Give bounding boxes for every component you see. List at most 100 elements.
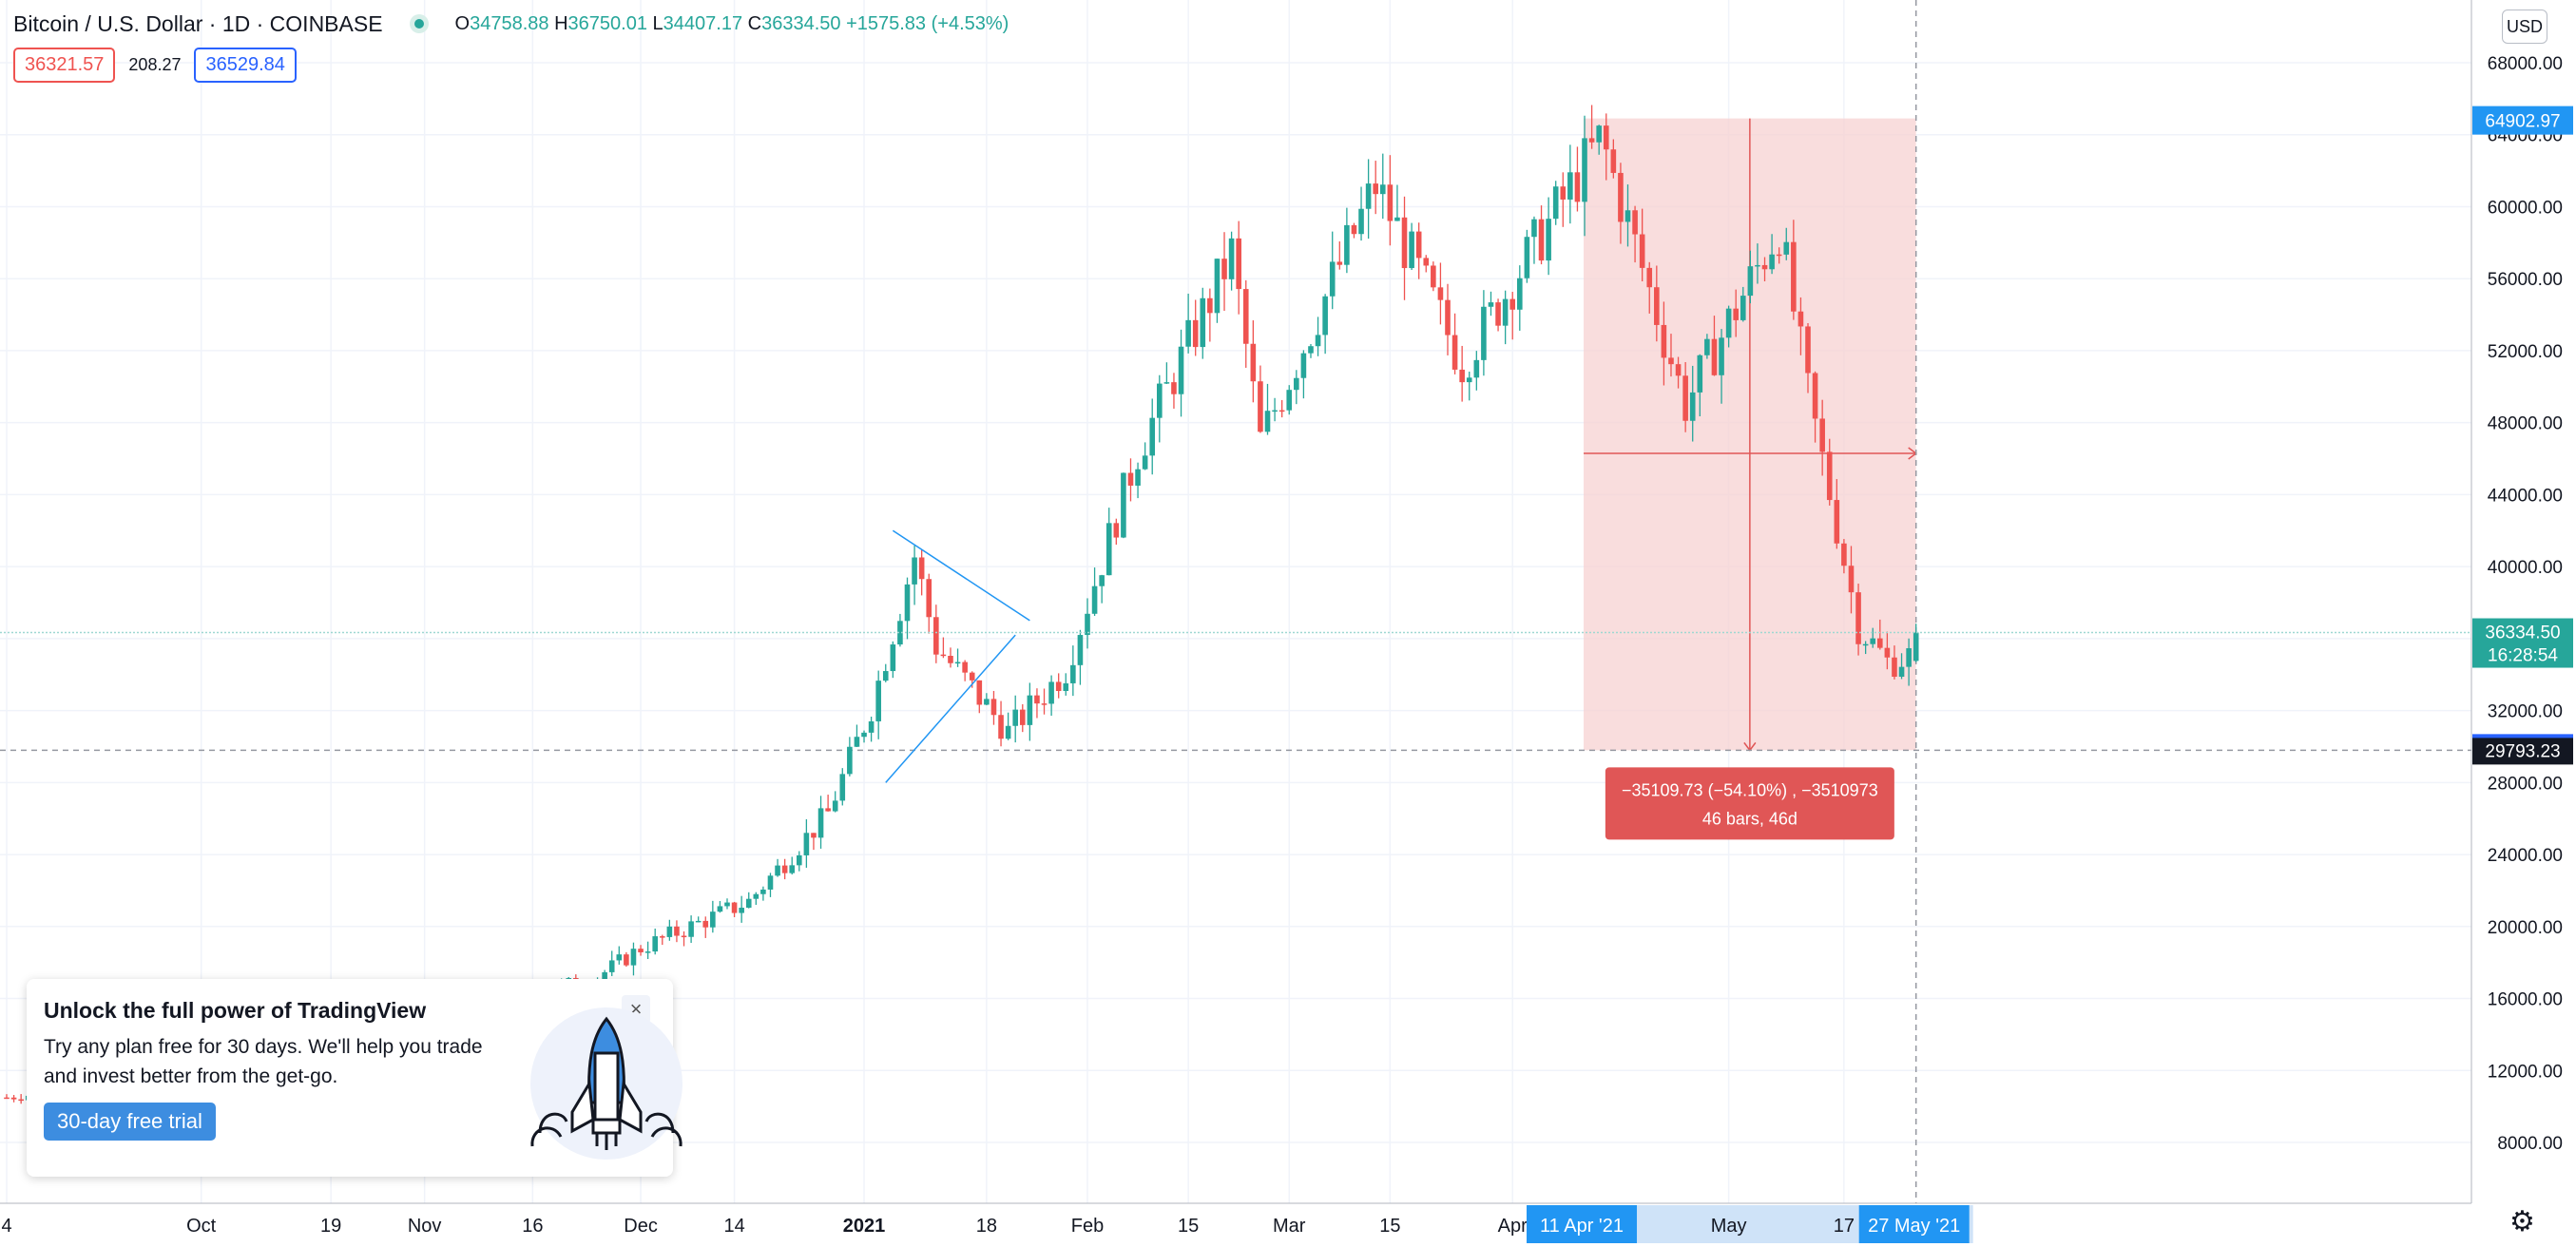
live-dot-icon <box>409 14 429 33</box>
candle <box>1719 329 1724 404</box>
time-tick-label: Dec <box>624 1216 658 1237</box>
candle <box>1077 629 1084 685</box>
candle <box>1387 155 1394 246</box>
candle <box>1113 518 1120 546</box>
candle <box>1300 350 1307 399</box>
candle <box>948 647 953 668</box>
triangle-upper-line[interactable] <box>892 529 1030 622</box>
candle <box>1697 354 1703 417</box>
candle <box>1797 297 1804 355</box>
candle <box>644 941 651 959</box>
candle <box>4 1094 10 1100</box>
time-tick-label: May <box>1711 1216 1747 1237</box>
candle <box>1445 283 1451 355</box>
measure-bars-text: 46 bars, 46d <box>1702 809 1797 828</box>
time-tick-label: 16 <box>522 1216 543 1237</box>
candle <box>1552 181 1559 225</box>
candle <box>1149 398 1156 475</box>
triangle-lower-line[interactable] <box>885 634 1016 783</box>
price-tick-label: 16000.00 <box>2488 990 2563 1010</box>
price-tick-label: 20000.00 <box>2488 918 2563 938</box>
sell-button[interactable]: 36321.57 <box>13 48 116 83</box>
candle <box>1689 365 1696 442</box>
candle <box>1819 399 1825 476</box>
candle <box>854 724 860 747</box>
candle <box>1431 261 1436 292</box>
candle <box>1019 703 1026 733</box>
candle <box>1805 322 1811 393</box>
candle <box>1596 125 1602 155</box>
candle <box>1740 286 1746 322</box>
candle <box>1892 645 1897 680</box>
candle <box>1048 675 1054 717</box>
candle <box>1524 229 1530 283</box>
candle <box>1624 184 1631 247</box>
candle <box>1099 574 1105 604</box>
candle <box>1582 115 1587 237</box>
candle <box>745 892 752 909</box>
candle <box>1336 240 1343 270</box>
time-tick-label: Oct <box>186 1216 217 1237</box>
candle <box>1755 243 1760 284</box>
candle <box>1294 370 1299 405</box>
spread-value: 208.27 <box>128 55 182 74</box>
candle <box>1761 257 1768 282</box>
buy-button[interactable]: 36529.84 <box>194 48 297 83</box>
candle <box>659 934 665 946</box>
candle <box>1157 374 1163 443</box>
candle <box>1034 688 1040 719</box>
change-value: +1575.83 (+4.53%) <box>846 12 1009 34</box>
candle <box>681 930 687 947</box>
candle <box>1855 584 1861 656</box>
time-tick-label: 15 <box>1379 1216 1400 1237</box>
settings-gear-icon[interactable]: ⚙ <box>2509 1206 2535 1237</box>
price-tick-label: 28000.00 <box>2488 774 2563 794</box>
candle <box>1776 247 1782 264</box>
candle <box>1791 220 1797 320</box>
price-tick-label: 60000.00 <box>2488 198 2563 218</box>
candle <box>832 791 838 813</box>
candle <box>1221 232 1227 312</box>
candle <box>789 856 796 875</box>
candle <box>1163 362 1170 385</box>
svg-text:36334.50: 36334.50 <box>2485 624 2560 643</box>
candle <box>1834 479 1840 549</box>
candle <box>1379 153 1386 220</box>
time-tick-label: 4 <box>1 1216 11 1237</box>
candle <box>1618 163 1624 244</box>
candle <box>1063 673 1069 696</box>
candle <box>1041 688 1048 715</box>
free-trial-button[interactable]: 30-day free trial <box>44 1103 216 1141</box>
candle <box>717 900 723 913</box>
candle <box>811 833 817 851</box>
price-tick-label: 52000.00 <box>2488 342 2563 362</box>
svg-text:64902.97: 64902.97 <box>2485 112 2560 132</box>
candle <box>608 950 615 976</box>
candle <box>1862 641 1869 655</box>
candle <box>724 898 730 910</box>
candle <box>1121 472 1126 539</box>
candle <box>1286 385 1293 415</box>
candle <box>1308 343 1314 358</box>
candle <box>1055 673 1062 699</box>
candle <box>1711 316 1718 376</box>
candle <box>940 637 947 659</box>
open-value: 34758.88 <box>470 12 549 34</box>
high-value: 36750.01 <box>567 12 647 34</box>
candle <box>1192 299 1199 356</box>
candle <box>1610 139 1617 179</box>
candle <box>1242 279 1249 368</box>
currency-button[interactable]: USD <box>2502 10 2547 44</box>
candle <box>1588 105 1595 149</box>
candle <box>1502 290 1509 345</box>
candle <box>1877 619 1883 650</box>
time-tick-label: 19 <box>320 1216 341 1237</box>
candle <box>1105 508 1112 576</box>
candle <box>1481 290 1487 376</box>
range-start-date-label <box>1527 1205 1638 1243</box>
candle <box>1466 371 1472 401</box>
symbol-title[interactable]: Bitcoin / U.S. Dollar · 1D · COINBASE <box>13 10 383 36</box>
low-value: 34407.17 <box>663 12 743 34</box>
candle <box>1085 598 1090 649</box>
